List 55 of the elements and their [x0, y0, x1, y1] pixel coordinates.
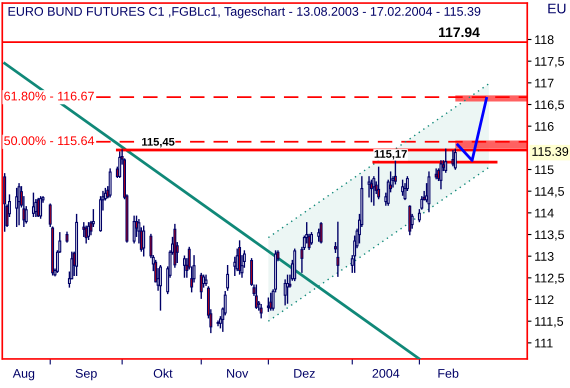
y-tick-label: 112 [535, 295, 554, 304]
y-tick-label: 111 [535, 338, 553, 348]
x-tick-label: Feb [438, 368, 458, 378]
annotation: 115.39 [532, 147, 568, 156]
candlestick [286, 274, 290, 304]
y-tick-label: 111,5 [535, 317, 564, 328]
x-tick-label: 2004 [372, 368, 400, 378]
candlestick [32, 192, 35, 218]
x-tick-label: Okt [154, 368, 173, 378]
x-tick-label: Dez [294, 369, 315, 378]
annotation: 115,17 [374, 150, 407, 160]
candlestick [87, 222, 90, 240]
annotation: 50.00% - 115.64 [4, 136, 94, 146]
candlestick [372, 176, 376, 206]
candlestick [434, 168, 438, 180]
candlestick [108, 168, 112, 198]
candlestick [159, 265, 162, 311]
candlestick [451, 150, 454, 166]
candlestick [39, 196, 42, 219]
candlestick [439, 160, 442, 190]
ref-line-label: 117.94 [439, 27, 480, 38]
candlestick [320, 222, 323, 244]
y-tick-label: 113,5 [535, 230, 564, 241]
candlestick [142, 226, 146, 256]
y-tick-label: 114,5 [535, 187, 564, 198]
y-tick-label: 117 [535, 78, 554, 88]
text: EU [548, 4, 566, 14]
x-tick-label: Aug [12, 369, 34, 380]
y-tick-label: 113 [535, 252, 554, 261]
candlestick [226, 265, 230, 291]
candlestick [336, 222, 340, 277]
candlestick [238, 240, 242, 275]
candlestick [444, 148, 448, 173]
y-tick-label: 114 [535, 208, 554, 218]
candlestick [182, 255, 186, 278]
candlestick [394, 158, 397, 185]
candlestick [204, 274, 208, 286]
annotation: 115,45 [142, 138, 174, 148]
candlestick [18, 183, 21, 226]
y-tick-label: 116 [535, 122, 554, 131]
candlestick [377, 166, 380, 200]
y-tick-label: 112,5 [535, 274, 564, 284]
y-tick-label: 118 [535, 35, 554, 44]
candlestick [66, 232, 68, 243]
candlestick [132, 216, 136, 244]
chart-title: EURO BUND FUTURES C1 ,FGBLc1, Tageschart - 13.08.2003 - 17.02.2004 - 115.39 [8, 6, 480, 18]
y-tick-label: 116,5 [535, 100, 564, 111]
x-tick-label: Nov [227, 369, 248, 378]
annotation: 61.80% - 116.67 [4, 92, 94, 100]
candlestick [454, 148, 457, 170]
y-tick-label: 115 [535, 165, 554, 174]
x-tick-label: Sep [76, 368, 97, 380]
y-tick-label: 117,5 [535, 57, 564, 68]
candlestick [401, 180, 404, 196]
candlestick [370, 180, 373, 202]
